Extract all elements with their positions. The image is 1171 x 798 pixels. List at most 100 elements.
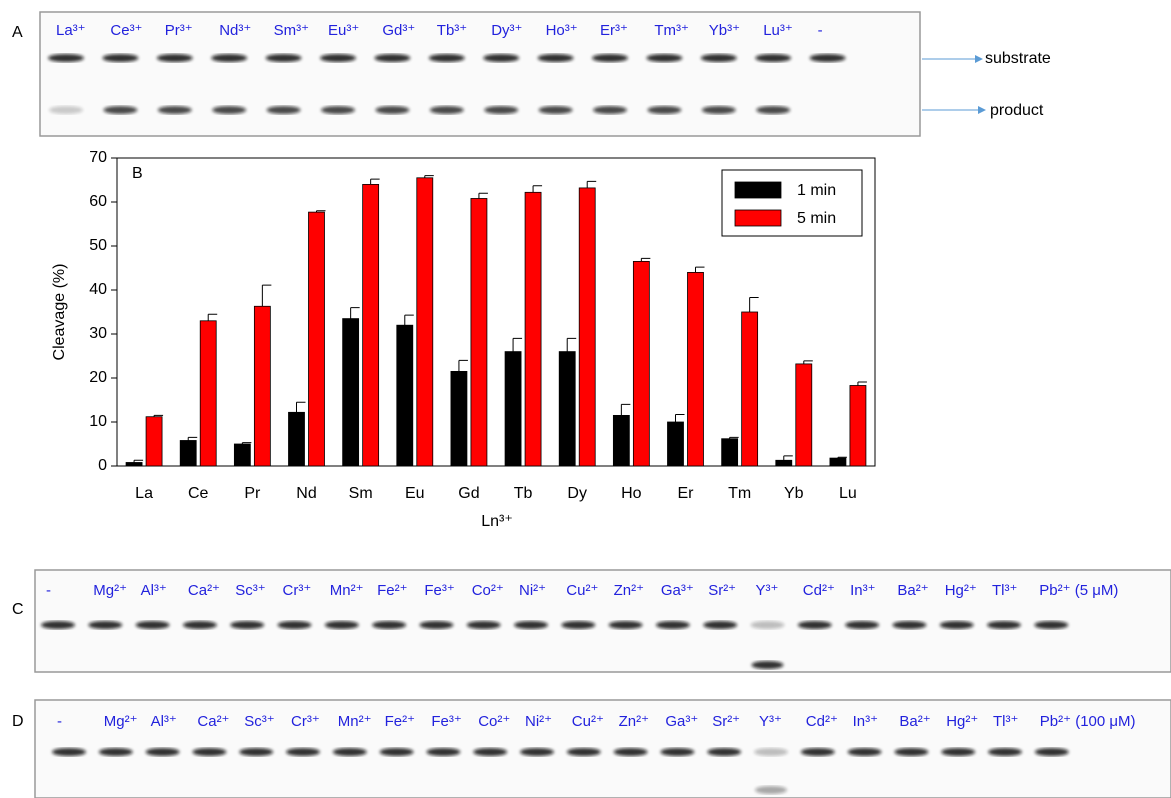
gel-band: [755, 786, 787, 794]
gel-band: [647, 106, 681, 114]
gel-band: [707, 748, 741, 756]
bar: [343, 319, 359, 466]
lane-label: In³⁺: [853, 713, 878, 730]
gel-band: [52, 748, 86, 756]
gel-band: [609, 621, 643, 629]
lane-label: Tl³⁺: [992, 582, 1017, 599]
error-bar: [804, 361, 813, 364]
lane-label: Sc³⁺: [235, 582, 265, 599]
gel-band: [894, 748, 928, 756]
lane-label: Ca²⁺: [188, 582, 220, 599]
bar: [471, 198, 487, 466]
gel-band: [848, 748, 882, 756]
y-tick-label: 50: [89, 237, 107, 254]
gel-band: [592, 54, 628, 62]
gel-band: [426, 748, 460, 756]
lane-label: Mn²⁺: [330, 582, 364, 599]
lane-label: Cu²⁺: [572, 713, 604, 730]
legend-label: 1 min: [797, 182, 836, 199]
gel-band: [810, 54, 846, 62]
lane-label: Ce³⁺: [110, 22, 142, 39]
lane-label: Cr³⁺: [291, 713, 320, 730]
lane-label: Dy³⁺: [491, 22, 522, 39]
error-bar: [513, 338, 522, 351]
bar: [830, 458, 846, 466]
error-bar: [641, 258, 650, 261]
bar: [796, 364, 812, 466]
gel-band: [320, 54, 356, 62]
bar: [254, 306, 270, 466]
lane-label: Ca²⁺: [197, 713, 229, 730]
gel-band: [538, 54, 574, 62]
gel-band: [183, 621, 217, 629]
legend-label: 5 min: [797, 210, 836, 227]
x-tick-label: Eu: [405, 485, 425, 502]
gel-band: [278, 621, 312, 629]
gel-band: [211, 54, 247, 62]
bar: [525, 192, 541, 466]
y-tick-label: 60: [89, 193, 107, 210]
y-tick-label: 20: [89, 369, 107, 386]
error-bar: [262, 285, 271, 306]
error-bar: [479, 193, 488, 198]
band-label: substrate: [985, 50, 1051, 67]
lane-label: Fe²⁺: [385, 713, 415, 730]
gel-band: [845, 621, 879, 629]
x-tick-label: Sm: [349, 485, 373, 502]
bar: [200, 321, 216, 466]
gel-band: [756, 106, 790, 114]
gel-band: [484, 106, 518, 114]
gel-band: [593, 106, 627, 114]
gel-band: [892, 621, 926, 629]
lane-label: Co²⁺: [478, 713, 510, 730]
bar: [146, 417, 162, 466]
error-bar: [858, 382, 867, 386]
y-tick-label: 40: [89, 281, 107, 298]
x-tick-label: Lu: [839, 485, 857, 502]
lane-label: Ni²⁺: [525, 713, 552, 730]
error-bar: [459, 360, 468, 371]
gel-band: [103, 106, 137, 114]
error-bar: [750, 297, 759, 312]
bar: [309, 212, 325, 466]
y-tick-label: 30: [89, 325, 107, 342]
gel-band: [614, 748, 648, 756]
gel-band: [267, 106, 301, 114]
lane-label: Fe²⁺: [377, 582, 407, 599]
gel-band: [192, 748, 226, 756]
gel-band: [102, 54, 138, 62]
gel-band: [751, 621, 785, 629]
gel-band: [230, 621, 264, 629]
bar: [234, 444, 250, 466]
gel-band: [660, 748, 694, 756]
x-tick-label: Dy: [567, 485, 587, 502]
lane-label: Eu³⁺: [328, 22, 359, 39]
lane-label: Pr³⁺: [165, 22, 193, 39]
gel-band: [419, 621, 453, 629]
gel-band: [646, 54, 682, 62]
gel-band: [483, 54, 519, 62]
bar: [417, 178, 433, 466]
bar: [180, 440, 196, 466]
gel-band: [429, 54, 465, 62]
lane-label: Y³⁺: [756, 582, 779, 599]
lane-label: Ga³⁺: [665, 713, 698, 730]
gel-band: [940, 621, 974, 629]
lane-label: Y³⁺: [759, 713, 782, 730]
lane-label: Ni²⁺: [519, 582, 546, 599]
lane-label: Cd²⁺: [806, 713, 838, 730]
legend-swatch: [735, 210, 781, 226]
gel-band: [987, 621, 1021, 629]
gel-band: [561, 621, 595, 629]
lane-label: Fe³⁺: [431, 713, 461, 730]
error-bar: [621, 404, 630, 415]
gel-band: [321, 106, 355, 114]
gel-band: [158, 106, 192, 114]
x-tick-label: Gd: [458, 485, 479, 502]
band-label: product: [990, 102, 1044, 119]
gel-band: [146, 748, 180, 756]
gel-band: [755, 54, 791, 62]
gel-band: [48, 54, 84, 62]
bar: [559, 352, 575, 466]
lane-label: Mg²⁺: [93, 582, 127, 599]
